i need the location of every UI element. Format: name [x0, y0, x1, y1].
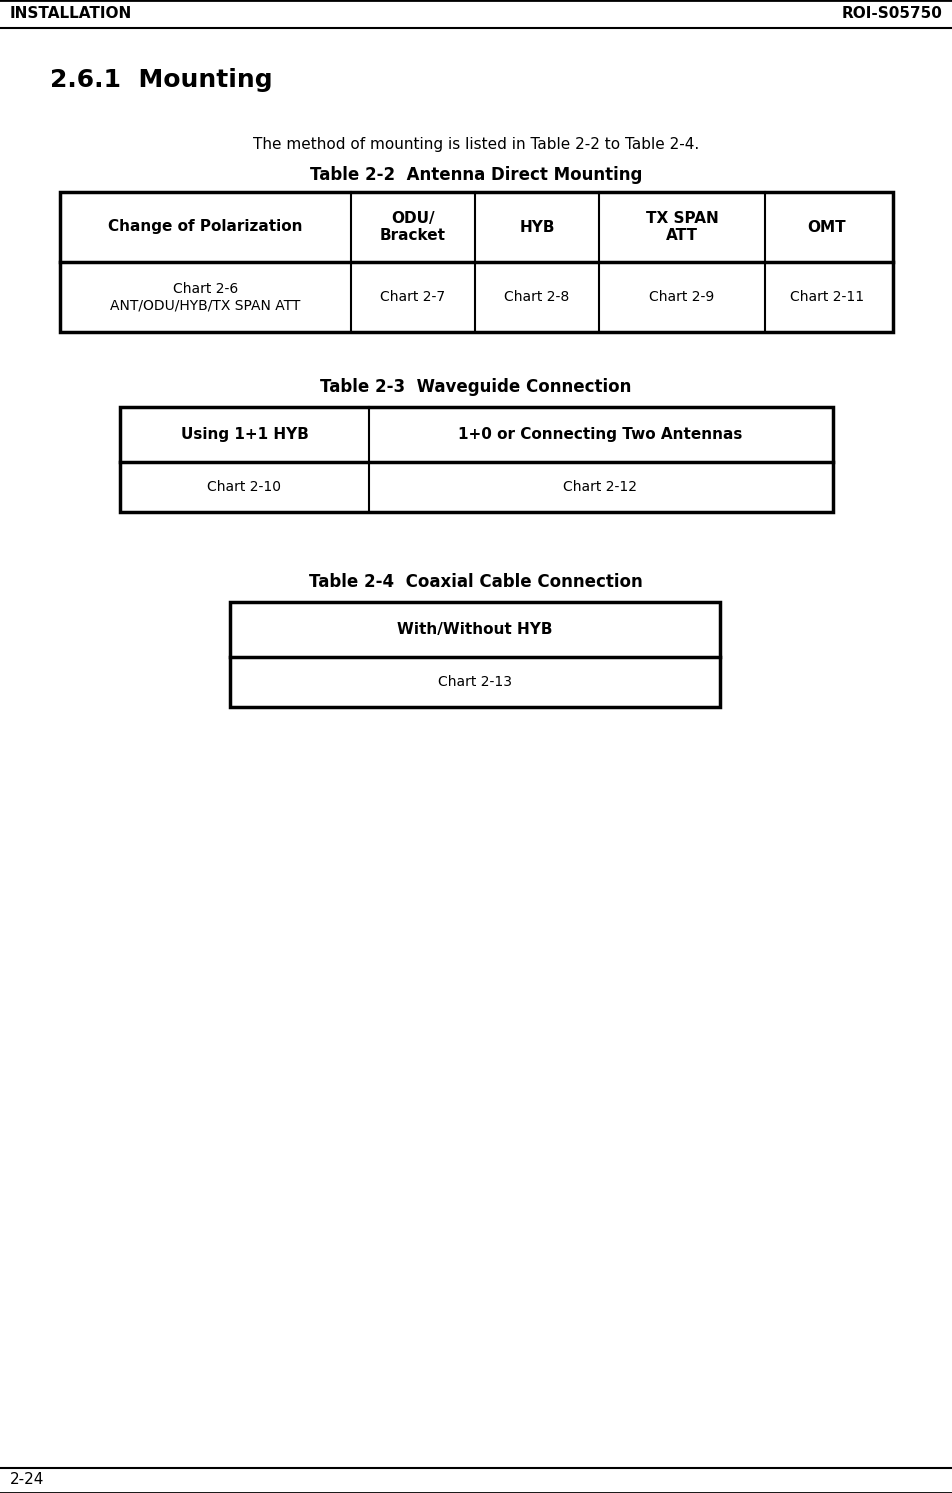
Text: 1+0 or Connecting Two Antennas: 1+0 or Connecting Two Antennas: [458, 427, 742, 442]
Text: Table 2-3  Waveguide Connection: Table 2-3 Waveguide Connection: [320, 378, 631, 396]
Text: 2-24: 2-24: [10, 1472, 45, 1487]
Text: The method of mounting is listed in Table 2-2 to Table 2-4.: The method of mounting is listed in Tabl…: [252, 137, 699, 152]
Text: TX SPAN
ATT: TX SPAN ATT: [645, 211, 718, 243]
Text: 2.6.1  Mounting: 2.6.1 Mounting: [50, 69, 272, 93]
Text: Change of Polarization: Change of Polarization: [109, 219, 303, 234]
Text: Table 2-4  Coaxial Cable Connection: Table 2-4 Coaxial Cable Connection: [308, 573, 643, 591]
Bar: [120, 408, 832, 512]
Text: ROI-S05750: ROI-S05750: [842, 6, 942, 21]
Text: Table 2-2  Antenna Direct Mounting: Table 2-2 Antenna Direct Mounting: [309, 166, 642, 184]
Text: OMT: OMT: [807, 219, 845, 234]
Text: Chart 2-7: Chart 2-7: [380, 290, 446, 305]
Text: INSTALLATION: INSTALLATION: [10, 6, 132, 21]
Text: Using 1+1 HYB: Using 1+1 HYB: [180, 427, 308, 442]
Text: Chart 2-10: Chart 2-10: [208, 481, 281, 494]
Bar: [229, 602, 720, 708]
Text: With/Without HYB: With/Without HYB: [397, 623, 552, 638]
Text: Chart 2-13: Chart 2-13: [438, 675, 511, 688]
Text: Chart 2-12: Chart 2-12: [563, 481, 637, 494]
Text: Chart 2-11: Chart 2-11: [789, 290, 863, 305]
Text: Chart 2-9: Chart 2-9: [648, 290, 714, 305]
Text: ODU/
Bracket: ODU/ Bracket: [380, 211, 446, 243]
Text: Chart 2-6
ANT/ODU/HYB/TX SPAN ATT: Chart 2-6 ANT/ODU/HYB/TX SPAN ATT: [110, 282, 301, 312]
Text: Chart 2-8: Chart 2-8: [504, 290, 569, 305]
Text: HYB: HYB: [519, 219, 554, 234]
Bar: [60, 193, 892, 331]
